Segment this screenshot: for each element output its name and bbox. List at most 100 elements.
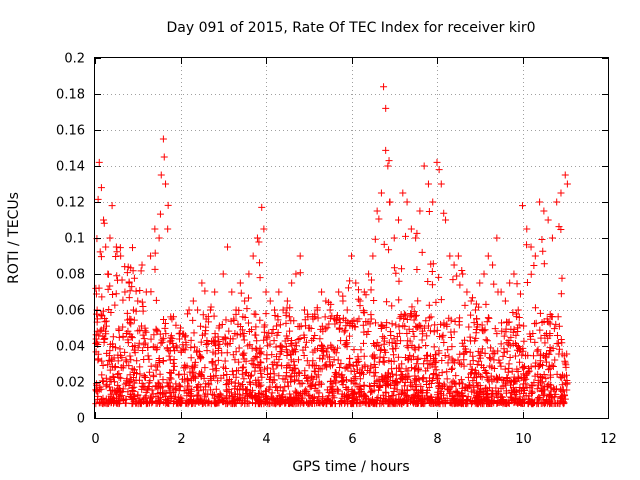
data-point-cloud bbox=[189, 363, 197, 371]
data-point-cloud bbox=[560, 399, 568, 407]
data-point-cloud bbox=[418, 248, 426, 256]
data-point-cloud bbox=[227, 389, 235, 397]
data-point-cloud bbox=[222, 316, 230, 324]
data-point-cloud bbox=[164, 399, 172, 407]
data-point bbox=[330, 315, 338, 323]
data-point-cloud bbox=[444, 346, 452, 354]
data-point-cloud bbox=[136, 399, 144, 407]
data-point-cloud bbox=[423, 380, 431, 388]
data-point-cloud bbox=[435, 349, 443, 357]
data-point-cloud bbox=[239, 363, 247, 371]
plot-frame bbox=[94, 57, 609, 419]
data-point bbox=[384, 162, 392, 170]
data-point-cloud bbox=[148, 393, 156, 401]
data-point-cloud bbox=[145, 379, 153, 387]
data-point-cloud bbox=[240, 349, 248, 357]
data-point-cloud bbox=[156, 330, 164, 338]
data-point-cloud bbox=[279, 387, 287, 395]
data-point-cloud bbox=[142, 328, 150, 336]
data-point-cloud bbox=[500, 332, 508, 340]
data-point-cloud bbox=[222, 386, 230, 394]
data-point-cloud bbox=[126, 352, 134, 360]
data-point-cloud bbox=[113, 248, 121, 256]
y-tick-label: 0.1 bbox=[64, 232, 85, 247]
data-point bbox=[493, 234, 501, 242]
data-point-cloud bbox=[407, 398, 415, 406]
data-point-cloud bbox=[456, 314, 464, 322]
data-point-cloud bbox=[432, 298, 440, 306]
data-point-cloud bbox=[258, 373, 266, 381]
data-point-cloud bbox=[334, 356, 342, 364]
data-point-cloud bbox=[141, 339, 149, 347]
data-point-cloud bbox=[134, 344, 142, 352]
data-point-cloud bbox=[404, 337, 412, 345]
data-point-cloud bbox=[328, 383, 336, 391]
data-point-cloud bbox=[102, 374, 110, 382]
data-point bbox=[373, 207, 381, 215]
data-point-cloud bbox=[216, 340, 224, 348]
data-point-cloud bbox=[167, 334, 175, 342]
data-point-cloud bbox=[536, 309, 544, 317]
data-point-cloud bbox=[265, 385, 273, 393]
data-point-cloud bbox=[352, 373, 360, 381]
data-point-cloud bbox=[196, 351, 204, 359]
data-point-cloud bbox=[268, 351, 276, 359]
data-point bbox=[121, 288, 129, 296]
data-point-cloud bbox=[239, 381, 247, 389]
data-point-cloud bbox=[407, 364, 415, 372]
data-point-cloud bbox=[498, 327, 506, 335]
data-point-cloud bbox=[424, 278, 432, 286]
data-point-cloud bbox=[350, 367, 358, 375]
data-point-cloud bbox=[239, 350, 247, 358]
data-point-cloud bbox=[145, 368, 153, 376]
data-point-cloud bbox=[210, 391, 218, 399]
data-point-cloud bbox=[414, 355, 422, 363]
data-point-cloud bbox=[485, 314, 493, 322]
data-point-cloud bbox=[403, 342, 411, 350]
data-point-cloud bbox=[440, 321, 448, 329]
data-point-cloud bbox=[311, 310, 319, 318]
data-point-cloud bbox=[404, 367, 412, 375]
data-point-cloud bbox=[156, 370, 164, 378]
data-point-cloud bbox=[455, 321, 463, 329]
data-point-cloud bbox=[288, 400, 296, 408]
data-point-cloud bbox=[445, 314, 453, 322]
data-point bbox=[360, 288, 368, 296]
data-point-cloud bbox=[503, 318, 511, 326]
data-point-cloud bbox=[440, 209, 448, 217]
data-point-cloud bbox=[107, 308, 115, 316]
data-point-cloud bbox=[401, 354, 409, 362]
data-point-cloud bbox=[218, 320, 226, 328]
data-point-cloud bbox=[355, 295, 363, 303]
data-point-cloud bbox=[526, 398, 534, 406]
data-point-cloud bbox=[233, 385, 241, 393]
data-point bbox=[305, 324, 313, 332]
data-point-cloud bbox=[528, 387, 536, 395]
data-point-cloud bbox=[350, 388, 358, 396]
data-point bbox=[318, 288, 326, 296]
data-point-cloud bbox=[508, 378, 516, 386]
data-point-cloud bbox=[509, 309, 517, 317]
data-point-cloud bbox=[256, 349, 264, 357]
data-point bbox=[343, 306, 351, 314]
data-point-cloud bbox=[201, 364, 209, 372]
data-point-cloud bbox=[388, 302, 396, 310]
data-point-cloud bbox=[355, 315, 363, 323]
data-point-cloud bbox=[217, 374, 225, 382]
data-point-cloud bbox=[493, 400, 501, 408]
data-point-cloud bbox=[414, 323, 422, 331]
data-point-cloud bbox=[261, 365, 269, 373]
data-point-cloud bbox=[270, 370, 278, 378]
data-point-cloud bbox=[472, 334, 480, 342]
data-point-cloud bbox=[410, 316, 418, 324]
y-tick-label: 0.02 bbox=[56, 376, 85, 391]
data-point-cloud bbox=[170, 356, 178, 364]
data-point-cloud bbox=[123, 269, 131, 277]
data-point bbox=[501, 297, 509, 305]
data-point-cloud bbox=[309, 375, 317, 383]
data-point bbox=[339, 297, 347, 305]
data-point-cloud bbox=[367, 364, 375, 372]
data-point-cloud bbox=[469, 294, 477, 302]
data-point-cloud bbox=[266, 400, 274, 408]
data-point-cloud bbox=[126, 371, 134, 379]
